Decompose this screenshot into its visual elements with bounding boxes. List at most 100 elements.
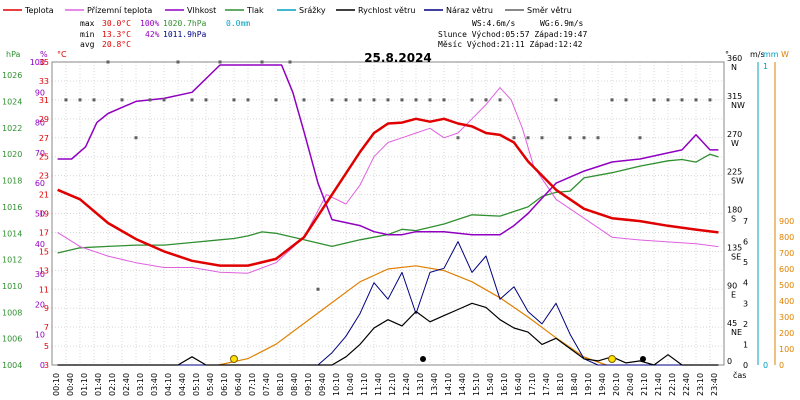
tick-time: 23:40 bbox=[710, 373, 719, 396]
tick-hpa: 1008 bbox=[2, 308, 22, 317]
chart-title: 25.8.2024 bbox=[364, 51, 432, 65]
wind-dir-point bbox=[358, 98, 362, 102]
tick-time: 18:10 bbox=[556, 373, 565, 396]
tick-time: 20:40 bbox=[626, 373, 635, 396]
stat-ws: WS:4.6m/s bbox=[472, 19, 516, 28]
wind-dir-point bbox=[162, 98, 166, 102]
wind-dir-point bbox=[680, 98, 684, 102]
stat-min-temp: 13.3°C bbox=[102, 30, 131, 39]
wind-dir-point bbox=[288, 60, 292, 64]
tick-time: 23:10 bbox=[696, 373, 705, 396]
series-solar bbox=[218, 265, 607, 366]
tick-dir-deg: 90 bbox=[727, 281, 737, 290]
tick-temp: 33 bbox=[39, 77, 49, 86]
wind-dir-point bbox=[78, 98, 82, 102]
tick-time: 16:40 bbox=[514, 373, 523, 396]
stat-min-hum: 42% bbox=[145, 30, 160, 39]
tick-solar: 300 bbox=[779, 313, 794, 322]
tick-time: 13:40 bbox=[430, 373, 439, 396]
tick-time: 03:40 bbox=[150, 373, 159, 396]
tick-wind: 3 bbox=[743, 299, 748, 308]
tick-time: 04:40 bbox=[178, 373, 187, 396]
unit-temp: °C bbox=[57, 50, 67, 59]
tick-solar: 200 bbox=[779, 329, 794, 338]
tick-dir-deg: 270 bbox=[727, 130, 742, 139]
tick-time: 12:10 bbox=[388, 373, 397, 396]
tick-time: 08:40 bbox=[290, 373, 299, 396]
tick-time: 14:40 bbox=[458, 373, 467, 396]
stat-min-press: 1011.9hPa bbox=[163, 30, 207, 39]
wind-dir-point bbox=[526, 136, 530, 140]
tick-temp: 9 bbox=[44, 304, 49, 313]
plot-frame bbox=[51, 61, 725, 366]
tick-time: 01:40 bbox=[94, 373, 103, 396]
tick-dir-label: E bbox=[731, 290, 736, 299]
wind-dir-point bbox=[120, 98, 124, 102]
tick-wind: 1 bbox=[743, 340, 748, 349]
tick-hpa: 1018 bbox=[2, 177, 22, 186]
sunset-marker bbox=[608, 355, 616, 363]
tick-time: 05:10 bbox=[192, 373, 201, 396]
legend-wind-speed: Rychlost větru bbox=[358, 6, 415, 15]
tick-pct: 40 bbox=[35, 240, 45, 249]
wind-dir-point bbox=[106, 60, 110, 64]
wind-dir-point bbox=[274, 98, 278, 102]
tick-time: 15:40 bbox=[486, 373, 495, 396]
tick-dir-label: NE bbox=[731, 328, 742, 337]
tick-pct: 60 bbox=[35, 179, 45, 188]
wind-dir-point bbox=[246, 98, 250, 102]
axes: 3533312927252321191715131197531026102410… bbox=[2, 54, 794, 396]
tick-dir-deg: 360 bbox=[727, 54, 742, 63]
legend-pressure: Tlak bbox=[246, 6, 264, 15]
wind-dir-point bbox=[134, 136, 138, 140]
tick-temp: 19 bbox=[39, 210, 49, 219]
tick-time: 06:40 bbox=[234, 373, 243, 396]
series-n-raz-v-tru bbox=[57, 241, 719, 366]
tick-pct: 10 bbox=[35, 331, 45, 340]
series-tlak bbox=[57, 153, 719, 254]
tick-solar: 900 bbox=[779, 217, 794, 226]
tick-time: 03:10 bbox=[136, 373, 145, 396]
tick-hpa: 1020 bbox=[2, 150, 22, 159]
tick-time: 21:40 bbox=[654, 373, 663, 396]
legend-humidity: Vlhkost bbox=[187, 6, 216, 15]
wind-dir-point bbox=[582, 136, 586, 140]
wind-dir-point bbox=[484, 98, 488, 102]
legend-rain: Srážky bbox=[299, 6, 326, 15]
wind-dir-point bbox=[344, 98, 348, 102]
grid bbox=[51, 61, 725, 366]
wind-dir-point bbox=[470, 98, 474, 102]
stat-wg: WG:6.9m/s bbox=[540, 19, 584, 28]
tick-hpa: 1006 bbox=[2, 335, 22, 344]
tick-time: 06:10 bbox=[220, 373, 229, 396]
wind-dir-point bbox=[148, 98, 152, 102]
tick-rain: 1 bbox=[763, 62, 768, 71]
tick-time: 04:10 bbox=[164, 373, 173, 396]
tick-wind: 0 bbox=[743, 361, 748, 370]
tick-time: 05:40 bbox=[206, 373, 215, 396]
tick-dir-deg: 225 bbox=[727, 168, 742, 177]
tick-hpa: 1012 bbox=[2, 256, 22, 265]
wind-dir-point bbox=[512, 136, 516, 140]
legend: Teplota Přízemní teplota Vlhkost Tlak Sr… bbox=[3, 6, 572, 15]
stat-sun: Slunce Východ:05:57 Západ:19:47 bbox=[438, 30, 587, 39]
wind-dir-point bbox=[302, 98, 306, 102]
tick-time: 19:10 bbox=[584, 373, 593, 396]
wind-dir-point bbox=[694, 98, 698, 102]
stat-avg-label: avg bbox=[80, 40, 95, 49]
wind-dir-point bbox=[400, 98, 404, 102]
wind-dir-point bbox=[638, 136, 642, 140]
series-rychlost-v-tru bbox=[57, 302, 719, 366]
wind-dir-point bbox=[64, 98, 68, 102]
tick-temp: 25 bbox=[39, 153, 49, 162]
tick-time: 14:10 bbox=[444, 373, 453, 396]
tick-time: 15:10 bbox=[472, 373, 481, 396]
tick-dir-label: N bbox=[731, 63, 737, 72]
wind-dir-point bbox=[176, 60, 180, 64]
tick-time: 17:10 bbox=[528, 373, 537, 396]
wind-dir-point bbox=[260, 60, 264, 64]
tick-hpa: 1016 bbox=[2, 203, 22, 212]
stat-max-label: max bbox=[80, 19, 95, 28]
wind-dir-point bbox=[372, 98, 376, 102]
